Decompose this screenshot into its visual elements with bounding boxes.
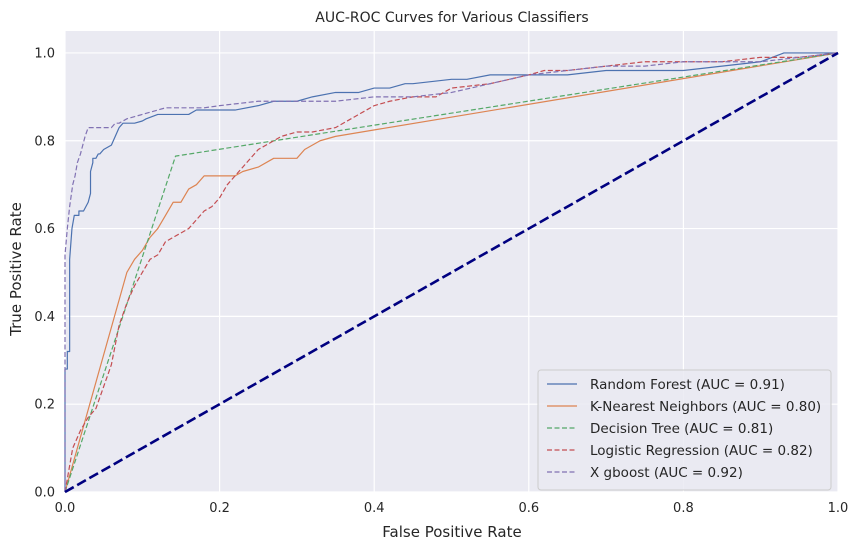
series-line-0 (64, 52, 838, 492)
y-tick-label: 0.0 (34, 486, 55, 501)
legend-label: Random Forest (AUC = 0.91) (590, 377, 785, 393)
series-line-1 (64, 52, 839, 493)
y-tick-label: 0.6 (34, 222, 55, 237)
y-tick-label: 1.0 (34, 46, 55, 61)
x-tick-label: 0.2 (209, 501, 230, 516)
legend-box (537, 369, 832, 491)
x-tick-label: 0.0 (55, 501, 76, 516)
chart-title: AUC-ROC Curves for Various Classifiers (315, 10, 588, 26)
x-tick-label: 0.4 (364, 501, 385, 516)
y-tick-label: 0.4 (34, 310, 55, 325)
y-tick-label: 0.2 (34, 398, 55, 413)
grid-lines (64, 31, 839, 493)
legend-label: X gboost (AUC = 0.92) (590, 465, 743, 481)
x-tick-labels: 0.0 0.2 0.4 0.6 0.8 1.0 (55, 501, 849, 516)
series-line-5 (64, 51, 839, 494)
series-lines (64, 51, 839, 494)
y-tick-labels: 0.0 0.2 0.4 0.6 0.8 1.0 (34, 46, 55, 500)
legend-label: K-Nearest Neighbors (AUC = 0.80) (590, 399, 821, 415)
y-axis-label: True Positive Rate (7, 202, 25, 337)
legend-label: Decision Tree (AUC = 0.81) (590, 421, 773, 437)
series-line-2 (64, 52, 839, 493)
legend: Random Forest (AUC = 0.91) K-Nearest Neig… (537, 369, 832, 491)
series-line-3 (64, 52, 839, 493)
x-tick-label: 0.8 (673, 501, 694, 516)
x-axis-label: False Positive Rate (382, 523, 521, 541)
x-tick-label: 0.6 (518, 501, 539, 516)
series-line-4 (64, 52, 839, 492)
y-tick-label: 0.8 (34, 134, 55, 149)
x-tick-label: 1.0 (828, 501, 849, 516)
legend-label: Logistic Regression (AUC = 0.82) (590, 443, 813, 459)
